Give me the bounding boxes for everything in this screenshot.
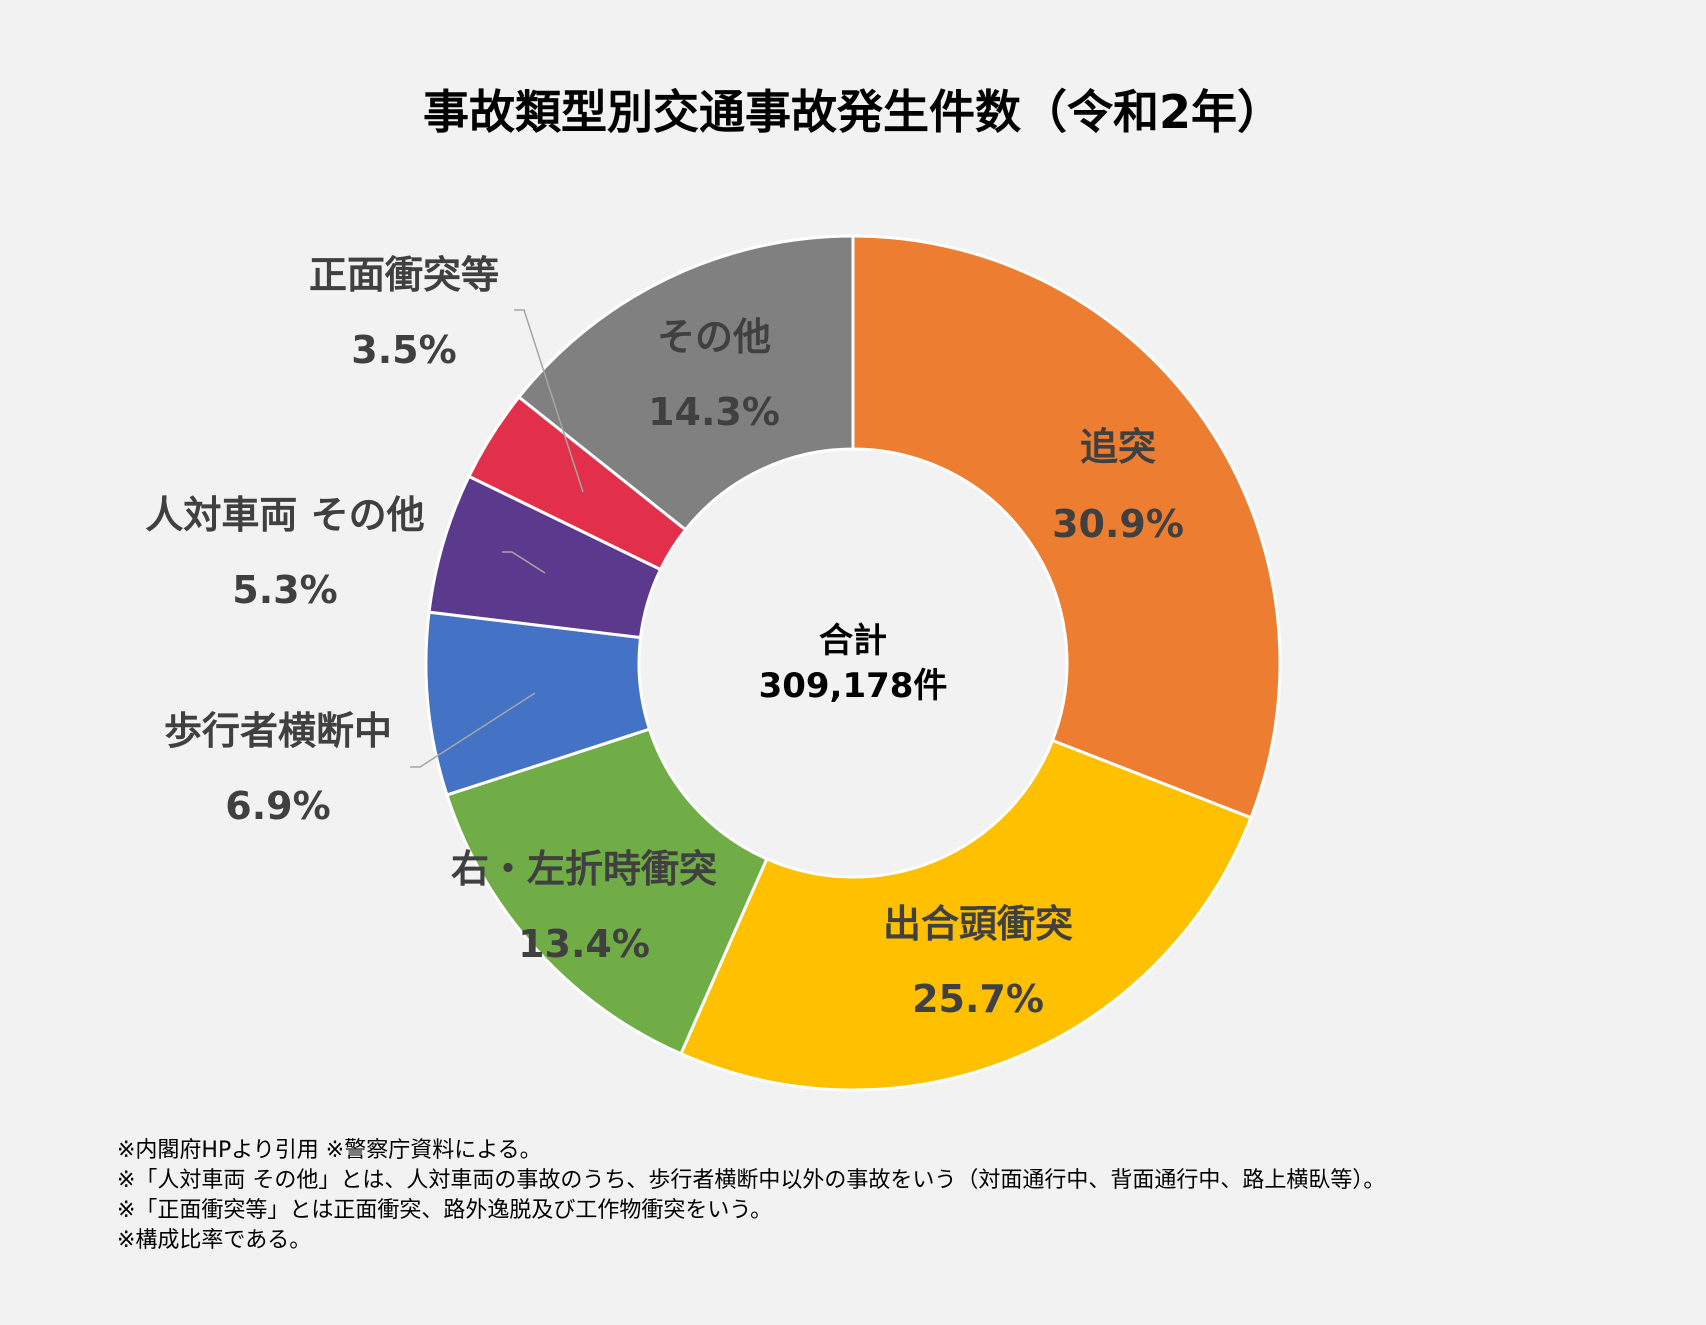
- chart-title: 事故類型別交通事故発生件数（令和2年）: [422, 85, 1283, 139]
- slice-value-右-左折時衝突: 13.4%: [518, 922, 650, 966]
- slice-追突: [851, 234, 1282, 820]
- footnote-ratio: ※構成比率である。: [117, 1228, 312, 1253]
- slice-value-出合頭衝突: 25.7%: [912, 977, 1044, 1021]
- leader-line-人対車両-その他: [502, 551, 546, 574]
- slice-label-その他: その他: [657, 315, 771, 359]
- slice-label-正面衝突等: 正面衝突等: [309, 253, 499, 297]
- footnote-head-on: ※「正面衝突等」とは正面衝突、路外逸脱及び工作物衝突をいう。: [117, 1198, 773, 1223]
- slice-label-歩行者横断中: 歩行者横断中: [164, 709, 392, 753]
- slice-label-追突: 追突: [1080, 425, 1156, 469]
- footnotes: ※内閣府HPより引用 ※警察庁資料による。 ※「人対車両 その他」とは、人対車両…: [117, 1136, 1385, 1256]
- slice-右-左折時衝突: [445, 727, 769, 1056]
- slice-label-出合頭衝突: 出合頭衝突: [883, 902, 1073, 946]
- slices-group: [424, 234, 1282, 1092]
- slice-value-その他: 14.3%: [648, 390, 780, 434]
- slice-value-正面衝突等: 3.5%: [351, 328, 456, 372]
- leader-line-正面衝突等: [514, 309, 584, 493]
- slice-value-人対車両-その他: 5.3%: [232, 568, 337, 612]
- center-label-total: 309,178件: [759, 666, 948, 706]
- labels-group: 追突 30.9% 出合頭衝突 25.7% 右・左折時衝突 13.4% 歩行者横断中 6.9% 人…: [145, 253, 1184, 1021]
- slice-value-追突: 30.9%: [1052, 502, 1184, 546]
- leader-line-歩行者横断中: [410, 692, 536, 768]
- slice-value-歩行者横断中: 6.9%: [225, 784, 330, 828]
- footnote-pedestrian-other: ※「人対車両 その他」とは、人対車両の事故のうち、歩行者横断中以外の事故をいう（…: [117, 1168, 1386, 1193]
- leader-lines-group: [410, 309, 584, 768]
- footnote-source: ※内閣府HPより引用 ※警察庁資料による。: [117, 1138, 542, 1163]
- slice-出合頭衝突: [678, 738, 1253, 1092]
- slice-その他: [516, 234, 855, 532]
- slice-label-右-左折時衝突: 右・左折時衝突: [451, 847, 717, 891]
- slice-label-人対車両-その他: 人対車両 その他: [145, 493, 424, 537]
- center-label-title: 合計: [819, 621, 887, 661]
